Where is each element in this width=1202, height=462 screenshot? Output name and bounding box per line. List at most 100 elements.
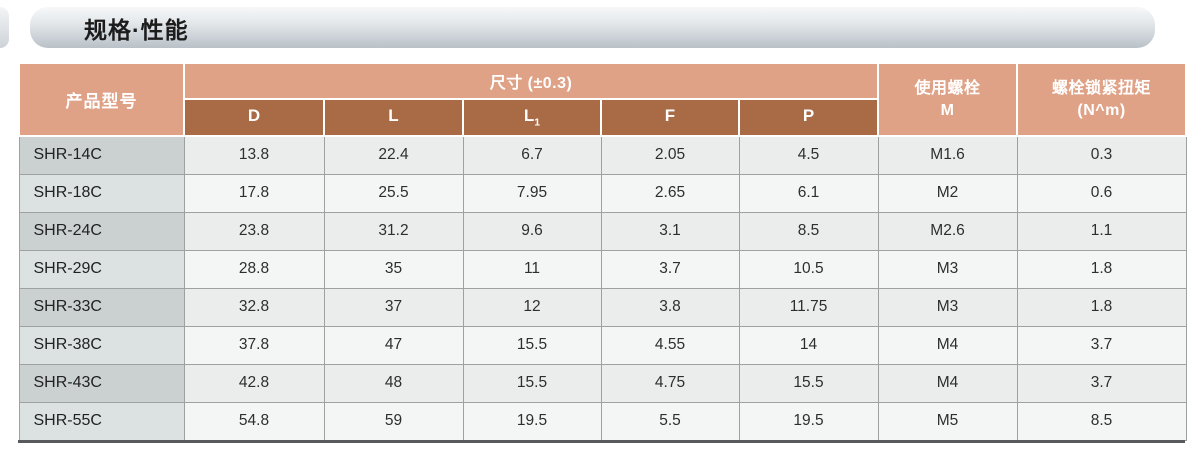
cell-bolt-m: M1.6 [877,135,1018,175]
header-group-row: 产品型号 尺寸 (±0.3) 使用螺栓 M 螺栓锁紧扭矩 (N^m) [18,62,1188,137]
cell-l: 22.4 [323,135,464,175]
cell-l: 25.5 [323,173,464,213]
cell-l: 59 [323,401,464,441]
cell-l: 48 [323,363,464,403]
cell-model: SHR-43C [18,363,185,403]
cell-model: SHR-24C [18,211,185,251]
spec-table: 产品型号 尺寸 (±0.3) 使用螺栓 M 螺栓锁紧扭矩 (N^m) D L L… [18,62,1188,441]
cell-bolt-m: M3 [877,249,1018,289]
cell-bolt-m: M4 [877,363,1018,403]
cell-bolt-m: M2.6 [877,211,1018,251]
cell-torque: 3.7 [1016,325,1187,365]
header-col-l1: L1 [462,98,602,137]
cell-torque: 1.1 [1016,211,1187,251]
cell-p: 15.5 [738,363,879,403]
header-col-l: L [323,98,464,137]
header-dimension-group: 尺寸 (±0.3) [182,62,880,100]
table-row: SHR-18C 17.8 25.5 7.95 2.65 6.1 M2 0.6 [18,173,1187,213]
header-col-p: P [737,98,880,137]
cell-torque: 0.6 [1016,173,1187,213]
cell-bolt-m: M5 [877,401,1018,441]
cell-bolt-m: M4 [877,325,1018,365]
cell-f: 4.75 [600,363,740,403]
cell-f: 5.5 [600,401,740,441]
cell-l1: 6.7 [462,135,602,175]
header-col-l-label: L [388,106,399,126]
table-body: SHR-14C 13.8 22.4 6.7 2.05 4.5 M1.6 0.3 SHR-18C 1… [18,135,1187,441]
header-bolt: 使用螺栓 M [877,62,1019,137]
cell-torque: 8.5 [1016,401,1187,441]
cell-l1: 15.5 [462,325,602,365]
cell-f: 3.1 [600,211,740,251]
cell-bolt-m: M3 [877,287,1018,327]
cell-d: 54.8 [183,401,325,441]
cell-d: 37.8 [183,325,325,365]
cell-d: 17.8 [183,173,325,213]
cell-model: SHR-38C [18,325,185,365]
cell-f: 2.65 [600,173,740,213]
header-col-d-label: D [247,106,261,126]
cell-model: SHR-18C [18,173,185,213]
cell-d: 42.8 [183,363,325,403]
cell-l: 37 [323,287,464,327]
bottom-rule [18,440,1185,443]
cell-model: SHR-14C [18,135,185,175]
cell-l1: 7.95 [462,173,602,213]
header-bolt-line2: M [940,101,955,119]
header-col-p-label: P [802,106,815,126]
table-row: SHR-29C 28.8 35 11 3.7 10.5 M3 1.8 [18,249,1187,289]
header-col-f: F [600,98,740,137]
header-col-l1-sub: 1 [534,116,541,129]
cell-f: 3.8 [600,287,740,327]
cell-torque: 1.8 [1016,249,1187,289]
header-col-l1-label: L [523,106,535,126]
page-edge-fragment [0,7,9,48]
header-torque: 螺栓锁紧扭矩 (N^m) [1016,62,1188,137]
table-row: SHR-24C 23.8 31.2 9.6 3.1 8.5 M2.6 1.1 [18,211,1187,251]
cell-p: 14 [738,325,879,365]
cell-d: 13.8 [183,135,325,175]
page-title: 规格·性能 [84,16,189,43]
section-title-bar: 规格·性能 [30,7,1155,48]
spec-table-container: 产品型号 尺寸 (±0.3) 使用螺栓 M 螺栓锁紧扭矩 (N^m) D L L… [18,62,1188,441]
cell-l: 35 [323,249,464,289]
cell-bolt-m: M2 [877,173,1018,213]
cell-p: 6.1 [738,173,879,213]
cell-torque: 3.7 [1016,363,1187,403]
cell-l1: 15.5 [462,363,602,403]
cell-torque: 0.3 [1016,135,1187,175]
header-torque-line1: 螺栓锁紧扭矩 [1052,79,1152,97]
cell-model: SHR-33C [18,287,185,327]
table-row: SHR-43C 42.8 48 15.5 4.75 15.5 M4 3.7 [18,363,1187,403]
header-col-f-label: F [664,106,676,126]
cell-d: 28.8 [183,249,325,289]
cell-p: 19.5 [738,401,879,441]
cell-p: 10.5 [738,249,879,289]
header-bolt-line1: 使用螺栓 [914,79,981,97]
header-dim-row: D L L1 F P [19,98,1186,137]
cell-f: 2.05 [600,135,740,175]
header-torque-line2: (N^m) [1077,101,1126,119]
table-row: SHR-14C 13.8 22.4 6.7 2.05 4.5 M1.6 0.3 [18,135,1187,175]
table-row: SHR-33C 32.8 37 12 3.8 11.75 M3 1.8 [18,287,1187,327]
header-col-d: D [183,98,325,137]
cell-model: SHR-29C [18,249,185,289]
cell-l1: 19.5 [462,401,602,441]
cell-p: 8.5 [738,211,879,251]
cell-p: 11.75 [738,287,879,327]
cell-l1: 11 [462,249,602,289]
table-row: SHR-55C 54.8 59 19.5 5.5 19.5 M5 8.5 [18,401,1187,441]
cell-l1: 12 [462,287,602,327]
header-product-model: 产品型号 [18,62,185,137]
cell-l: 31.2 [323,211,464,251]
cell-f: 4.55 [600,325,740,365]
cell-l: 47 [323,325,464,365]
cell-l1: 9.6 [462,211,602,251]
cell-torque: 1.8 [1016,287,1187,327]
cell-f: 3.7 [600,249,740,289]
cell-d: 23.8 [183,211,325,251]
cell-d: 32.8 [183,287,325,327]
table-row: SHR-38C 37.8 47 15.5 4.55 14 M4 3.7 [18,325,1187,365]
cell-model: SHR-55C [18,401,185,441]
cell-p: 4.5 [738,135,879,175]
